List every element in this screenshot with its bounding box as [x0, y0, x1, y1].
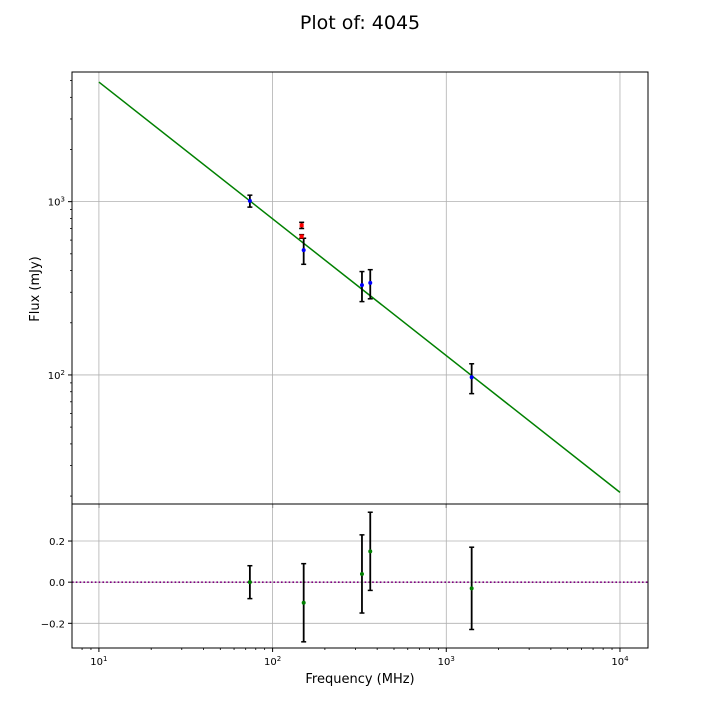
lower-ytick-label-2: 0.2	[49, 537, 65, 548]
x-tick-label-1-exp: 2	[277, 655, 281, 663]
lower-point-1	[301, 562, 307, 643]
lower-frame	[71, 503, 649, 649]
x-tick-label-0: 101	[90, 655, 107, 668]
upper-point-5	[299, 221, 305, 230]
upper-point-2	[359, 270, 365, 303]
lower-point-4-marker	[469, 586, 474, 591]
upper-ytick-label-0: 102	[48, 369, 65, 382]
lower-point-4	[469, 546, 475, 631]
x-tick-label-2: 103	[438, 655, 455, 668]
upper-point-1-marker	[301, 248, 306, 253]
x-axis-label: Frequency (MHz)	[305, 672, 414, 687]
upper-point-5-marker	[299, 223, 304, 228]
lower-point-3-marker	[368, 549, 373, 554]
x-tick-label-3: 104	[611, 655, 629, 668]
x-tick-label-0-base: 10	[90, 657, 103, 668]
x-tick-label-3-exp: 4	[624, 655, 629, 663]
upper-point-4	[469, 363, 475, 395]
x-tick-label-2-exp: 3	[450, 655, 454, 663]
upper-ytick-label-0-exp: 2	[61, 369, 65, 377]
upper-point-4-marker	[469, 375, 474, 380]
upper-point-6	[299, 233, 305, 239]
x-tick-label-3-base: 10	[611, 657, 624, 668]
upper-point-3	[367, 268, 373, 300]
upper-ytick-label-0-base: 10	[48, 371, 61, 382]
x-tick-label-0-exp: 1	[103, 655, 107, 663]
upper-ytick-label-1-exp: 3	[61, 196, 65, 204]
lower-point-0-marker	[247, 580, 252, 585]
upper-ytick-label-1-base: 10	[48, 198, 61, 209]
lower-point-3	[367, 511, 373, 592]
x-tick-label-2-base: 10	[438, 657, 451, 668]
chart-title: Plot of: 4045	[300, 12, 420, 34]
upper-ytick-label-1: 103	[48, 196, 65, 209]
upper-point-2-marker	[359, 283, 364, 288]
x-tick-label-1-base: 10	[264, 657, 277, 668]
lower-point-0	[247, 564, 253, 600]
lower-ytick-label-1: 0.0	[49, 578, 65, 589]
upper-point-0	[247, 194, 253, 208]
x-tick-label-1: 102	[264, 655, 281, 668]
upper-point-6-marker	[299, 234, 304, 239]
lower-ytick-label-0: −0.2	[41, 619, 65, 630]
lower-point-2	[359, 534, 365, 614]
lower-point-1-marker	[301, 600, 306, 605]
y-axis-label: Flux (mJy)	[28, 256, 43, 322]
upper-point-3-marker	[368, 280, 373, 285]
lower-point-2-marker	[359, 571, 364, 576]
upper-point-0-marker	[247, 198, 252, 203]
fit-line	[98, 81, 621, 493]
